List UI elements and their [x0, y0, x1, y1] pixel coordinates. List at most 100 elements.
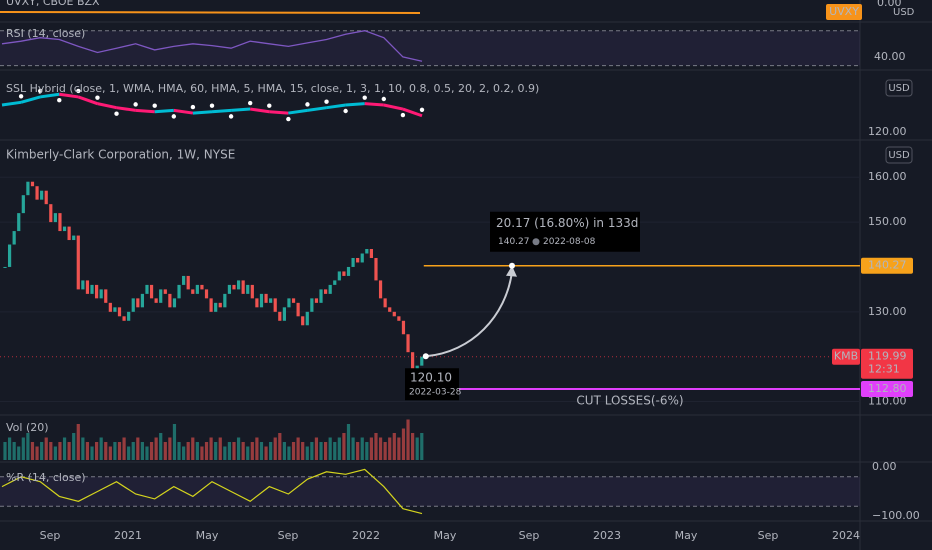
- candle: [200, 284, 204, 290]
- x-tick-label: 2023: [593, 529, 621, 542]
- volume-bar: [314, 437, 319, 460]
- volume-bar: [342, 433, 346, 460]
- tooltip-date: 2022-08-08: [543, 237, 596, 247]
- pane-label: SSL Hybrid (close, 1, WMA, HMA, 60, HMA,…: [6, 82, 539, 95]
- volume-bar: [108, 446, 112, 460]
- volume-bar: [420, 433, 424, 460]
- ssl-segment: [230, 107, 251, 112]
- candle: [117, 307, 122, 317]
- volume-bar: [360, 437, 364, 460]
- candle: [420, 356, 424, 366]
- unit-label: USD: [893, 7, 915, 18]
- ssl-dot: [18, 94, 24, 99]
- volume-bar: [195, 442, 199, 460]
- volume-bar: [85, 442, 90, 460]
- candle: [360, 253, 364, 263]
- candle: [67, 226, 71, 241]
- volume-bar: [333, 442, 337, 460]
- candle: [255, 298, 259, 308]
- candle: [333, 280, 337, 285]
- candle: [282, 307, 286, 321]
- ssl-dot: [57, 98, 62, 103]
- candle: [81, 280, 85, 290]
- candle: [296, 302, 300, 317]
- volume-bar: [374, 433, 378, 460]
- candle: [259, 293, 264, 308]
- pane-label: %R (14, close): [6, 471, 86, 484]
- volume-bar: [95, 442, 99, 460]
- ssl-dot: [362, 95, 367, 100]
- pane-label: UVXY, CBOE BZX: [6, 0, 100, 8]
- symbol-badge-bg: [826, 4, 862, 20]
- ssl-dot: [305, 102, 310, 107]
- candle: [401, 320, 406, 335]
- pane-label: Vol (20): [6, 421, 49, 434]
- volume-bar: [21, 437, 25, 460]
- candle: [383, 298, 387, 308]
- ssl-dot: [400, 112, 406, 118]
- volume-bar: [168, 437, 172, 460]
- price-badge-bg: [861, 257, 913, 274]
- volume-bar: [378, 437, 383, 460]
- candle: [140, 293, 144, 308]
- volume-bar: [163, 442, 167, 460]
- candle: [53, 213, 57, 223]
- ssl-dot: [267, 103, 272, 108]
- candle: [392, 311, 396, 317]
- candle: [177, 284, 181, 299]
- volume-bar: [117, 442, 122, 460]
- candle: [378, 280, 383, 299]
- ssl-dot: [171, 114, 177, 119]
- volume-bar: [214, 442, 218, 460]
- ssl-dot: [95, 95, 100, 100]
- volume-bar: [369, 437, 373, 460]
- candle: [273, 298, 277, 312]
- volume-bar: [282, 442, 286, 460]
- ssl-segment: [249, 107, 270, 114]
- candle: [406, 334, 410, 353]
- volume-bar: [58, 442, 62, 460]
- volume-bar: [273, 437, 277, 460]
- ssl-dot: [247, 100, 253, 106]
- x-tick-label: Sep: [758, 529, 779, 542]
- volume-bar: [204, 442, 209, 460]
- candle: [411, 352, 415, 375]
- volume-bar: [241, 442, 245, 460]
- candle: [122, 316, 126, 321]
- x-tick-label: 2021: [114, 529, 142, 542]
- ssl-dot: [209, 103, 215, 108]
- candle: [186, 275, 190, 290]
- ssl-dot: [228, 114, 234, 119]
- ssl-dot: [324, 99, 329, 104]
- volume-bar: [26, 433, 30, 460]
- volume-bar: [218, 437, 222, 460]
- candle: [351, 257, 355, 267]
- volume-bar: [388, 437, 392, 460]
- volume-bar: [136, 437, 140, 460]
- chart-title: Kimberly-Clark Corporation, 1W, NYSE: [6, 148, 235, 162]
- volume-bar: [346, 424, 351, 460]
- ssl-segment: [345, 102, 365, 107]
- tooltip-title: 20.17 (16.80%) in 133d: [496, 216, 638, 230]
- candle: [62, 226, 67, 232]
- tick-label: 120.00: [868, 125, 907, 138]
- volume-bar: [177, 442, 181, 460]
- volume-bar: [296, 437, 300, 460]
- start-date: 2022-03-28: [409, 388, 462, 398]
- ssl-segment: [97, 102, 117, 110]
- volume-bar: [287, 446, 291, 460]
- anchor: [422, 353, 429, 360]
- candle: [12, 231, 16, 245]
- volume-bar: [291, 442, 296, 460]
- candle: [278, 311, 282, 321]
- candle: [113, 307, 117, 312]
- candle: [145, 284, 149, 294]
- ssl-segment: [20, 95, 41, 104]
- unit-badge-bg: [885, 146, 913, 164]
- volume-bar: [81, 437, 85, 460]
- volume-bar: [406, 419, 410, 460]
- candle: [26, 181, 30, 196]
- y-tick-label: 150.00: [868, 215, 907, 228]
- x-tick-label: May: [196, 529, 219, 542]
- tooltip-bg: [405, 368, 459, 401]
